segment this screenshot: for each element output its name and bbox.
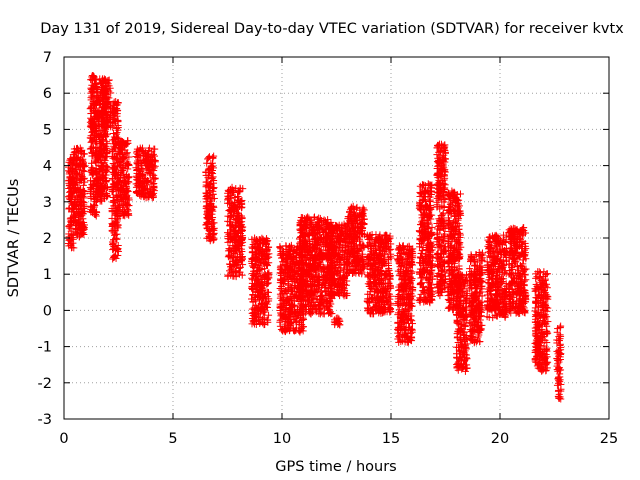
scatter-point bbox=[76, 192, 84, 200]
scatter-point bbox=[276, 318, 284, 326]
scatter-point bbox=[79, 229, 87, 237]
scatter-point bbox=[78, 230, 86, 238]
scatter-point bbox=[80, 225, 88, 233]
scatter-point bbox=[73, 170, 81, 178]
scatter-point bbox=[69, 159, 77, 167]
scatter-point bbox=[65, 205, 73, 213]
data-points bbox=[64, 72, 565, 403]
scatter-point bbox=[81, 190, 89, 198]
scatter-point bbox=[76, 186, 84, 194]
scatter-point bbox=[72, 174, 80, 182]
scatter-point bbox=[77, 208, 85, 216]
scatter-point bbox=[73, 188, 81, 196]
scatter-point bbox=[74, 170, 82, 178]
scatter-point bbox=[73, 178, 81, 186]
scatter-point bbox=[91, 93, 99, 101]
scatter-point bbox=[75, 223, 83, 231]
scatter-point bbox=[68, 243, 76, 251]
scatter-point bbox=[67, 232, 75, 240]
scatter-point bbox=[65, 195, 73, 203]
scatter-point bbox=[80, 218, 88, 226]
scatter-point bbox=[72, 224, 80, 232]
scatter-point bbox=[92, 212, 100, 220]
scatter-point bbox=[79, 181, 87, 189]
scatter-point bbox=[74, 154, 82, 162]
scatter-point bbox=[76, 221, 84, 229]
scatter-point bbox=[80, 168, 88, 176]
scatter-point bbox=[65, 223, 73, 231]
scatter-point bbox=[79, 167, 87, 175]
scatter-point bbox=[78, 176, 86, 184]
scatter-point bbox=[65, 184, 73, 192]
scatter-point bbox=[79, 160, 87, 168]
scatter-point bbox=[88, 92, 96, 100]
scatter-point bbox=[80, 194, 88, 202]
scatter-point bbox=[69, 230, 77, 238]
scatter-point bbox=[70, 145, 78, 153]
scatter-point bbox=[69, 181, 77, 189]
scatter-point bbox=[77, 155, 85, 163]
scatter-point bbox=[67, 237, 75, 245]
scatter-point bbox=[77, 149, 85, 157]
scatter-point bbox=[70, 213, 78, 221]
scatter-point bbox=[71, 185, 79, 193]
scatter-point bbox=[77, 175, 85, 183]
scatter-point bbox=[75, 233, 83, 241]
scatter-point bbox=[69, 204, 77, 212]
scatter-point bbox=[70, 202, 78, 210]
scatter-point bbox=[72, 161, 80, 169]
scatter-point bbox=[70, 195, 78, 203]
scatter-point bbox=[75, 201, 83, 209]
chart-title: Day 131 of 2019, Sidereal Day-to-day VTE… bbox=[40, 21, 624, 37]
scatter-point bbox=[78, 161, 86, 169]
